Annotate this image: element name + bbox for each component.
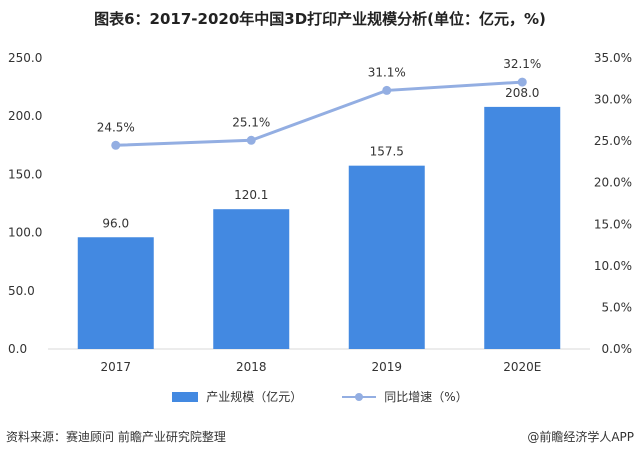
- y-right-tick-label: 20.0%: [594, 176, 632, 190]
- bar-value-label: 120.1: [234, 188, 268, 202]
- growth-point: [246, 135, 256, 145]
- y-left-tick-label: 250.0: [8, 51, 42, 65]
- growth-point: [382, 85, 392, 95]
- credit-note: @前瞻经济学人APP: [527, 430, 634, 444]
- y-right-tick-label: 15.0%: [594, 217, 632, 231]
- y-right-tick-label: 35.0%: [594, 51, 632, 65]
- chart-title: 图表6：2017-2020年中国3D打印产业规模分析(单位：亿元，%): [94, 10, 546, 28]
- legend-item-growth: 同比增速（%）: [342, 388, 468, 405]
- y-left-tick-label: 0.0: [8, 342, 27, 356]
- legend-label-growth: 同比增速（%）: [384, 390, 468, 404]
- x-tick-label: 2019: [371, 360, 402, 374]
- bar: [213, 209, 290, 349]
- y-right-tick-label: 10.0%: [594, 259, 632, 273]
- bar-value-label: 96.0: [102, 216, 129, 230]
- bar: [348, 165, 425, 349]
- bar: [77, 237, 154, 349]
- source-note: 资料来源：赛迪顾问 前瞻产业研究院整理: [6, 430, 226, 444]
- y-right-tick-label: 25.0%: [594, 134, 632, 148]
- legend-line-swatch: [342, 392, 377, 402]
- y-right-tick-label: 5.0%: [602, 300, 633, 314]
- growth-value-label: 25.1%: [232, 115, 270, 129]
- growth-line: [115, 80, 523, 147]
- bar: [484, 106, 561, 349]
- growth-point: [111, 140, 121, 150]
- y-right-tick-label: 30.0%: [594, 93, 632, 107]
- growth-value-label: 24.5%: [97, 120, 135, 134]
- x-tick-label: 2018: [236, 360, 267, 374]
- legend-label-scale: 产业规模（亿元）: [206, 390, 303, 404]
- legend-bar-swatch: [172, 391, 199, 402]
- bar-value-label: 208.0: [505, 86, 539, 100]
- legend: 产业规模（亿元） 同比增速（%）: [0, 388, 640, 405]
- growth-value-label: 32.1%: [503, 57, 541, 71]
- y-left-tick-label: 100.0: [8, 226, 42, 240]
- bar-value-label: 157.5: [370, 145, 404, 159]
- legend-item-scale: 产业规模（亿元）: [172, 388, 302, 405]
- y-left-tick-label: 200.0: [8, 109, 42, 123]
- y-left-tick-label: 50.0: [8, 284, 35, 298]
- y-left-tick-label: 150.0: [8, 167, 42, 181]
- y-right-tick-label: 0.0%: [602, 342, 633, 356]
- growth-value-label: 31.1%: [368, 65, 406, 79]
- x-tick-label: 2020E: [503, 360, 541, 374]
- growth-point: [517, 77, 527, 87]
- x-tick-label: 2017: [100, 360, 131, 374]
